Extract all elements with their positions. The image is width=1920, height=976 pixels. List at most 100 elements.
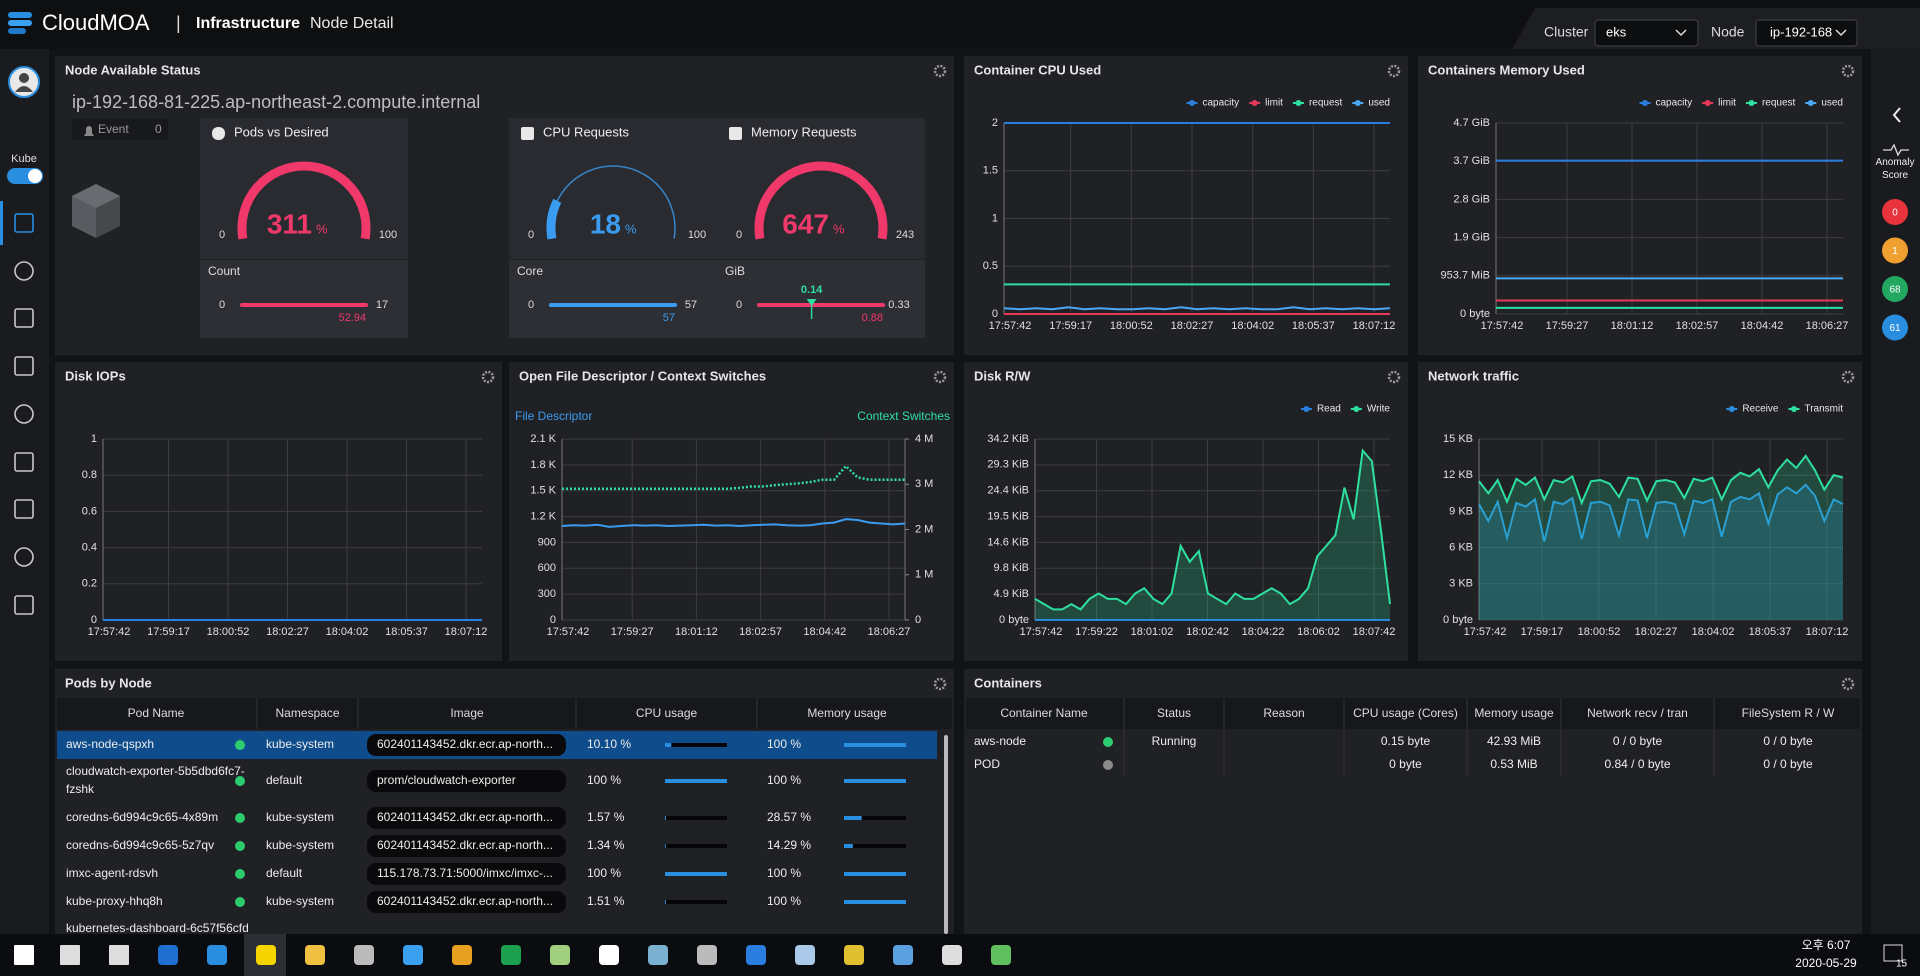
task-icon[interactable] — [207, 945, 227, 965]
settings-icon[interactable] — [933, 64, 947, 78]
gauge-max: 100 — [688, 229, 706, 241]
notification-icon[interactable] — [1883, 944, 1903, 962]
nav-active — [0, 201, 3, 245]
gauge-title: Pods vs Desired — [234, 124, 329, 139]
gauge-value: 311 — [267, 208, 312, 239]
collapse-arrow[interactable] — [1892, 107, 1901, 123]
y-tick-label: 900 — [538, 536, 556, 548]
task-icon[interactable] — [599, 945, 619, 965]
task-icon[interactable] — [942, 945, 962, 965]
table-header — [57, 698, 952, 729]
legend-dot — [1728, 406, 1735, 412]
image-pill — [367, 734, 566, 756]
nav-icon[interactable] — [14, 547, 34, 567]
gauge-value: 647 — [782, 208, 829, 239]
gauge-card — [509, 118, 717, 259]
task-icon[interactable] — [991, 945, 1011, 965]
y-tick-label: 29.3 KiB — [987, 459, 1029, 471]
settings-icon[interactable] — [1841, 64, 1855, 78]
settings-icon[interactable] — [1387, 370, 1401, 384]
y-tick-label: 600 — [538, 562, 556, 574]
gauge-card-lower — [717, 260, 925, 338]
pod-name[interactable]: kube-proxy-hhq8h — [66, 894, 163, 908]
pod-name[interactable]: coredns-6d994c9c65-5z7qv — [66, 838, 214, 852]
gauge-max: 243 — [896, 229, 914, 241]
pod-name[interactable]: imxc-agent-rdsvh — [66, 866, 158, 880]
task-icon[interactable] — [452, 945, 472, 965]
nav-icon[interactable] — [14, 452, 34, 472]
bar-value: 0.88 — [862, 312, 883, 324]
settings-icon[interactable] — [481, 370, 495, 384]
pod-name[interactable]: aws-node-qspxh — [66, 737, 154, 751]
status-dot — [235, 897, 245, 907]
pod-name[interactable]: coredns-6d994c9c65-4x89m — [66, 810, 218, 824]
task-icon[interactable] — [648, 945, 668, 965]
plot: 0 byte 4.9 KiB 9.8 KiB 14.6 KiB 19.5 KiB 24.4… — [987, 433, 1395, 638]
scrollbar[interactable] — [944, 735, 948, 934]
settings-icon[interactable] — [933, 370, 947, 384]
usage-track — [665, 743, 727, 747]
nav-icon[interactable] — [14, 308, 34, 328]
task-icon[interactable] — [305, 945, 325, 965]
task-icon[interactable] — [893, 945, 913, 965]
y-tick-label: 0 — [550, 614, 556, 626]
task-icon[interactable] — [158, 945, 178, 965]
page-title: Node Detail — [310, 15, 394, 32]
task-icon[interactable] — [14, 945, 34, 965]
y-tick-label: 2 — [992, 117, 998, 129]
task-icon[interactable] — [795, 945, 815, 965]
task-icon[interactable] — [60, 945, 80, 965]
settings-icon[interactable] — [1387, 64, 1401, 78]
panel-title: Disk IOPs — [65, 368, 126, 383]
pod-name[interactable]: cloudwatch-exporter-5b5dbd6fc7-fzshk — [66, 764, 245, 796]
y-tick-label: 6 KB — [1449, 542, 1473, 554]
x-tick-label: 18:02:27 — [1171, 320, 1214, 332]
usage-bar — [665, 743, 672, 747]
panel-title: Pods by Node — [65, 675, 152, 690]
y2-tick-label: 1 M — [915, 569, 933, 581]
settings-icon[interactable] — [1841, 677, 1855, 691]
task-icon[interactable] — [256, 945, 276, 965]
x-tick-label: 18:05:37 — [385, 626, 428, 638]
task-icon[interactable] — [697, 945, 717, 965]
cluster-value[interactable]: eks — [1606, 24, 1627, 39]
task-icon[interactable] — [109, 945, 129, 965]
settings-icon[interactable] — [933, 677, 947, 691]
cluster-dropdown[interactable] — [1594, 19, 1699, 47]
task-icon[interactable] — [501, 945, 521, 965]
pod-name[interactable]: kubernetes-dashboard-6c57f56cfd — [66, 921, 249, 935]
bar-min: 0 — [736, 299, 742, 311]
legend-label: Write — [1367, 404, 1391, 415]
task-icon[interactable] — [403, 945, 423, 965]
nav-icon[interactable] — [14, 404, 34, 424]
panel-title: Network traffic — [1428, 368, 1519, 383]
settings-icon[interactable] — [1841, 370, 1855, 384]
container-filesystem: 0 / 0 byte — [1763, 757, 1813, 771]
column-header: Network recv / tran — [1587, 706, 1688, 720]
nav-icon[interactable] — [14, 261, 34, 281]
bar-max: 57 — [685, 299, 697, 311]
node-dropdown[interactable] — [1755, 19, 1858, 47]
nav-icon[interactable] — [14, 595, 34, 615]
gauge-max: 100 — [379, 229, 397, 241]
cluster-label: Cluster — [1544, 24, 1589, 40]
task-icon[interactable] — [746, 945, 766, 965]
container-cpu: 0.15 byte — [1381, 734, 1431, 748]
score-badge — [1882, 199, 1908, 225]
image-pill — [367, 835, 566, 857]
task-icon[interactable] — [550, 945, 570, 965]
nav-icon[interactable] — [14, 499, 34, 519]
bar-value: 57 — [663, 312, 675, 324]
pod-image: 602401143452.dkr.ecr.ap-north... — [377, 737, 553, 751]
nav-icon[interactable] — [14, 356, 34, 376]
table-body: aws-node-qspxh kube-system 602401143452.dk… — [57, 731, 937, 935]
nav-icon[interactable] — [14, 213, 34, 233]
gauge-arc — [546, 198, 562, 240]
x-tick-label: 18:07:12 — [1806, 626, 1849, 638]
node-value[interactable]: ip-192-168 — [1770, 24, 1832, 39]
y-tick-label: 1.9 GiB — [1453, 232, 1490, 244]
task-icon[interactable] — [844, 945, 864, 965]
image-pill — [367, 891, 566, 913]
task-icon[interactable] — [354, 945, 374, 965]
x-tick-label: 17:57:42 — [547, 626, 590, 638]
